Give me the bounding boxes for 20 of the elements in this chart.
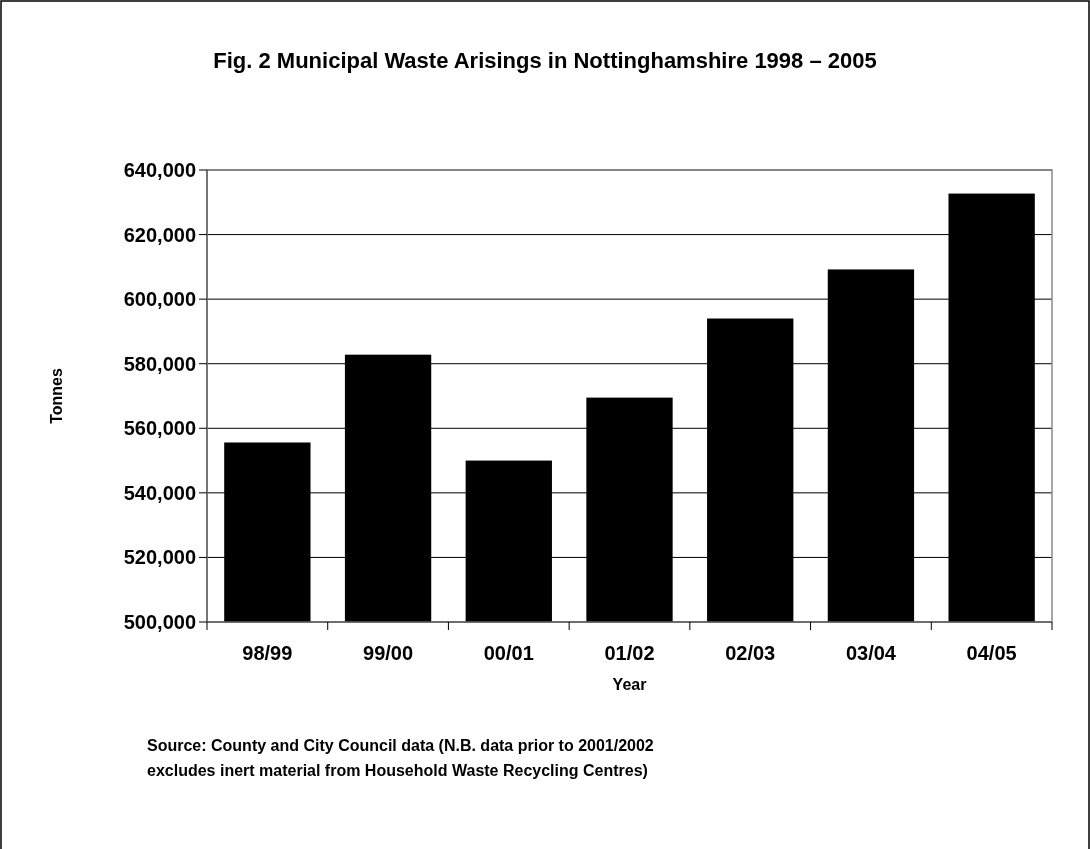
source-note: Source: County and City Council data (N.B. data prior to 2001/2002 xyxy=(147,737,654,754)
y-tick-label: 640,000 xyxy=(123,159,196,181)
y-tick-label: 500,000 xyxy=(123,611,196,633)
y-tick-label: 600,000 xyxy=(123,288,196,311)
y-tick-label: 540,000 xyxy=(123,481,196,504)
x-axis-title: Year xyxy=(612,676,647,693)
x-tick-label: 04/05 xyxy=(966,642,1017,664)
chart-title: Fig. 2 Municipal Waste Arisings in Nottinghamshire 1998 – 2005 xyxy=(213,48,877,73)
x-tick-label: 03/04 xyxy=(845,642,897,664)
text: excludes inert material from Household Waste Recycling Centres) xyxy=(147,762,648,779)
y-tick-label: 620,000 xyxy=(123,223,196,246)
x-tick-label: 98/99 xyxy=(242,642,293,664)
x-tick-label: 01/02 xyxy=(604,642,655,664)
x-tick-label: 00/01 xyxy=(483,642,534,664)
y-axis-title: Tonnes xyxy=(48,368,65,424)
y-tick-label: 560,000 xyxy=(123,417,196,440)
y-tick-label: 520,000 xyxy=(123,546,196,569)
x-tick-label: 99/00 xyxy=(363,642,414,664)
x-tick-label: 02/03 xyxy=(725,642,776,664)
y-tick-label: 580,000 xyxy=(123,352,196,375)
